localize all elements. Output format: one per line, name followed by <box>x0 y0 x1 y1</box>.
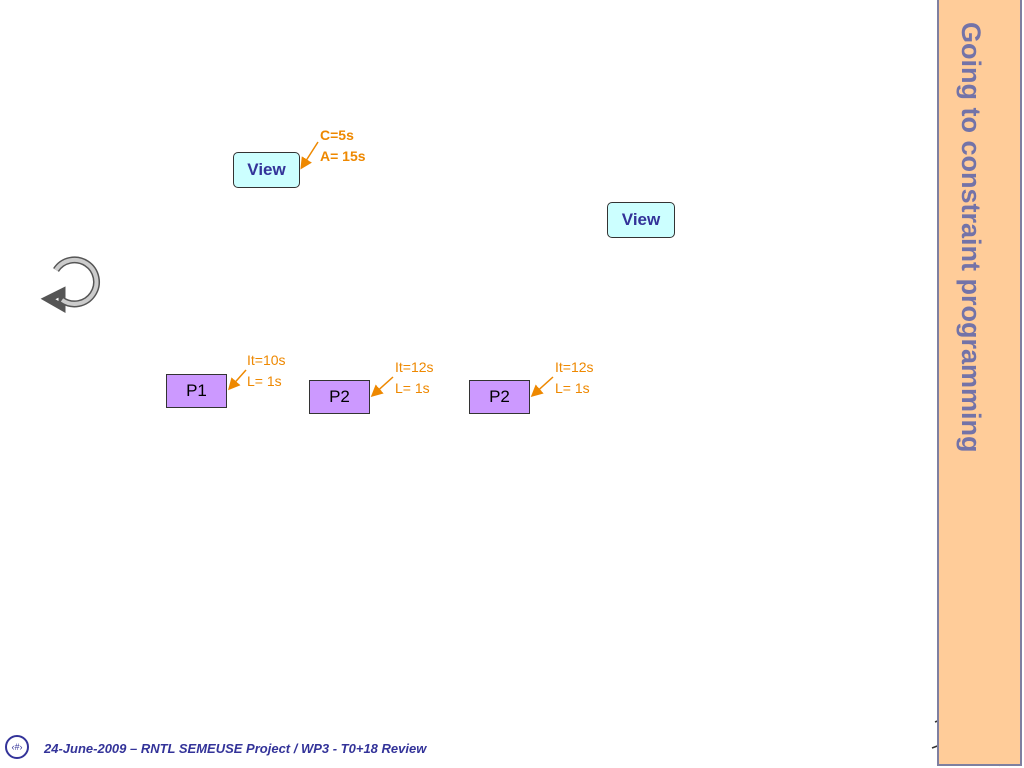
sidebar <box>937 0 1022 766</box>
annotation-line: L= 1s <box>555 380 590 396</box>
cycle-icon <box>40 256 100 314</box>
arrow <box>530 376 554 398</box>
process-box: P1 <box>166 374 227 408</box>
annotation-line: It=10s <box>247 352 286 368</box>
sidebar-title: Going to constraint programming <box>956 22 986 453</box>
arrow <box>300 141 319 170</box>
annotation-line: A= 15s <box>320 148 366 164</box>
annotation-line: It=12s <box>395 359 434 375</box>
page-number: ‹#› <box>5 735 29 759</box>
view-box: View <box>607 202 675 238</box>
process-box: P2 <box>469 380 530 414</box>
annotation-line: C=5s <box>320 127 354 143</box>
arrow <box>370 376 394 398</box>
annotation-line: It=12s <box>555 359 594 375</box>
process-box: P2 <box>309 380 370 414</box>
annotation: It=12s L= 1s <box>395 357 434 399</box>
annotation: It=12s L= 1s <box>555 357 594 399</box>
annotation-line: L= 1s <box>395 380 430 396</box>
view-box: View <box>233 152 300 188</box>
arrow <box>228 369 247 391</box>
annotation-line: L= 1s <box>247 373 282 389</box>
annotation: C=5s A= 15s <box>320 125 366 167</box>
footer-text: 24-June-2009 – RNTL SEMEUSE Project / WP… <box>44 741 427 756</box>
annotation: It=10s L= 1s <box>247 350 286 392</box>
